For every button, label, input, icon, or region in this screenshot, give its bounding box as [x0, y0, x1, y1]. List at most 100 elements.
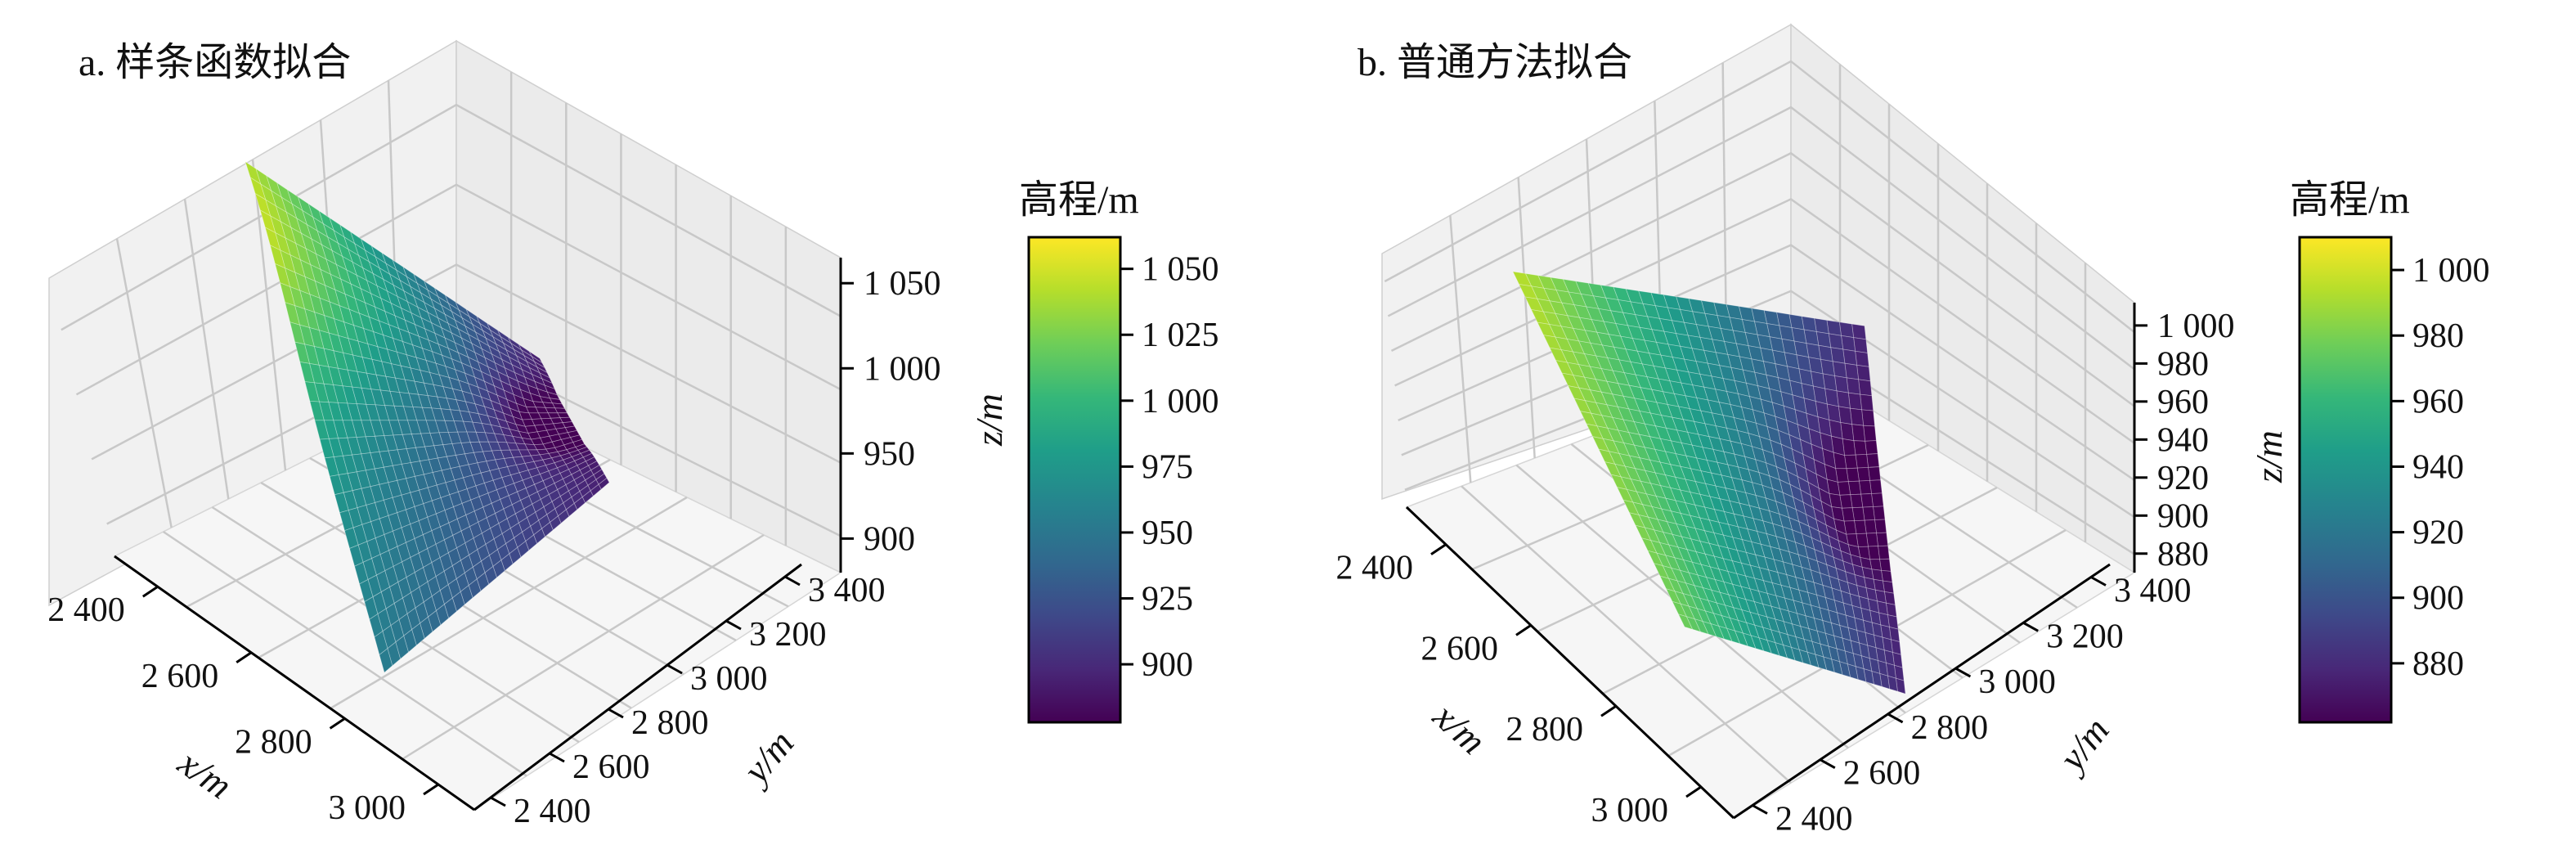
y-tick-mark: [2090, 576, 2107, 587]
surface-facet: [1861, 409, 1875, 427]
z-tick-label: 950: [864, 435, 915, 473]
surface-facet: [484, 565, 497, 585]
colorbar-tick-label: 980: [2412, 317, 2464, 355]
y-tick-label: 2 400: [514, 793, 591, 830]
surface-facet: [468, 578, 482, 599]
colorbar-tick-label: 900: [2412, 580, 2464, 618]
gridline: [163, 530, 527, 777]
panel-b-y-axis-line: [1733, 563, 2111, 820]
panel-b-surface: [1512, 271, 1906, 694]
y-tick-label: 2 800: [631, 704, 709, 742]
x-tick-label: 3 000: [1591, 792, 1669, 829]
gridline: [1517, 177, 1536, 459]
x-tick-mark: [1515, 624, 1532, 636]
x-tick-mark: [1600, 704, 1617, 717]
surface-facet: [379, 648, 393, 673]
panel-a-x-ticks: 2 400 2 600 2 800 3 000: [47, 585, 439, 827]
panel-a-colorbar: [1029, 237, 1120, 722]
surface-facet: [1694, 618, 1709, 635]
y-tick-mark: [725, 619, 742, 631]
surface-facet: [598, 477, 610, 490]
panel-b-colorbar-frame: [2298, 236, 2393, 724]
y-tick-label: 2 600: [572, 748, 650, 786]
z-tick-label: 1 000: [2157, 308, 2235, 345]
surface-facet: [581, 490, 594, 504]
y-tick-mark: [2022, 621, 2039, 632]
gridline: [1449, 215, 1472, 483]
surface-facet: [1844, 362, 1860, 380]
colorbar-tick-label: 880: [2412, 645, 2464, 683]
surface-facet: [1855, 350, 1869, 367]
surface-facet: [1750, 635, 1765, 652]
panel-b-colorbar-ticks: 880 900 920 940 960 980 1 000: [2391, 252, 2490, 683]
panel-b-colorbar: [2300, 237, 2391, 722]
panel-a-y-axis-line: [473, 563, 802, 811]
x-tick-mark: [1430, 543, 1447, 555]
panel-a-colorbar-title: 高程/m: [1019, 178, 1139, 222]
surface-facet: [1869, 479, 1883, 494]
panel-a-surface: [245, 160, 610, 673]
gridline: [402, 533, 765, 761]
surface-facet: [541, 521, 554, 537]
y-tick-label: 3 200: [2046, 618, 2124, 655]
surface-facet: [1868, 466, 1882, 481]
colorbar-tick-label: 960: [2412, 383, 2464, 420]
surface-facet: [1874, 519, 1887, 534]
z-tick-label: 880: [2157, 536, 2209, 573]
z-tick-label: 1 050: [864, 265, 941, 303]
y-tick-label: 3 000: [1978, 663, 2056, 701]
surface-facet: [1855, 453, 1869, 469]
colorbar-tick-label: 1 050: [1142, 251, 1219, 289]
panel-a-title: a. 样条函数拟合: [79, 41, 351, 84]
surface-facet: [1871, 492, 1884, 507]
y-tick-mark: [490, 796, 506, 807]
panel-b: b. 普通方法拟合 2 400 2 600 2 800 3 000 2 400 2 60…: [1336, 23, 2490, 838]
x-tick-mark: [1685, 785, 1702, 798]
y-tick-label: 2 800: [1911, 709, 1989, 747]
panel-a-y-ticks: 2 400 2 600 2 800 3 000 3 200 3 400: [490, 572, 886, 830]
surface-facet: [1677, 614, 1694, 630]
gridline: [251, 159, 287, 471]
z-tick-label: 900: [864, 520, 915, 558]
gridline: [183, 199, 230, 500]
x-tick-label: 2 800: [1506, 711, 1584, 748]
x-tick-label: 2 600: [1421, 630, 1499, 667]
surface-facet: [1685, 616, 1702, 632]
gridline: [75, 183, 841, 396]
gridline: [91, 263, 841, 464]
x-tick-mark: [423, 783, 439, 796]
panel-b-x-axis-line: [1405, 506, 1735, 820]
surface-facet: [1876, 532, 1889, 547]
surface-facet: [1838, 321, 1855, 339]
gridline: [115, 238, 173, 528]
surface-facet: [550, 515, 562, 531]
surface-facet: [1806, 651, 1820, 668]
colorbar-tick-label: 900: [1142, 646, 1193, 684]
surface-facet: [1710, 623, 1725, 640]
surface-facet: [1873, 506, 1886, 520]
surface-facet: [1858, 479, 1872, 495]
y-tick-label: 3 400: [808, 572, 886, 609]
z-tick-label: 1 000: [864, 350, 941, 388]
panel-b-y-ticks: 2 400 2 600 2 800 3 000 3 200 3 400: [1752, 573, 2192, 838]
y-tick-label: 3 200: [749, 616, 827, 654]
y-tick-label: 2 600: [1843, 755, 1921, 793]
y-tick-mark: [784, 575, 801, 587]
surface-facet: [403, 628, 417, 653]
y-tick-label: 3 400: [2114, 573, 2192, 610]
colorbar-tick-label: 1 000: [2412, 252, 2490, 290]
y-tick-mark: [608, 708, 624, 719]
z-tick-label: 960: [2157, 384, 2209, 421]
gridline: [1461, 485, 1792, 784]
gridline: [1387, 106, 2135, 371]
panel-a-x-axis-line: [114, 555, 475, 811]
colorbar-tick-label: 1 025: [1142, 317, 1219, 354]
panel-a-z-axis-label: z/m: [968, 393, 1010, 447]
panel-a-colorbar-frame: [1027, 236, 1122, 724]
y-tick-mark: [666, 663, 683, 675]
colorbar-tick-label: 920: [2412, 515, 2464, 552]
surface-facet: [1856, 364, 1871, 382]
colorbar-tick-label: 940: [2412, 448, 2464, 486]
surface-facet: [1853, 440, 1868, 456]
x-tick-label: 2 600: [141, 658, 219, 695]
